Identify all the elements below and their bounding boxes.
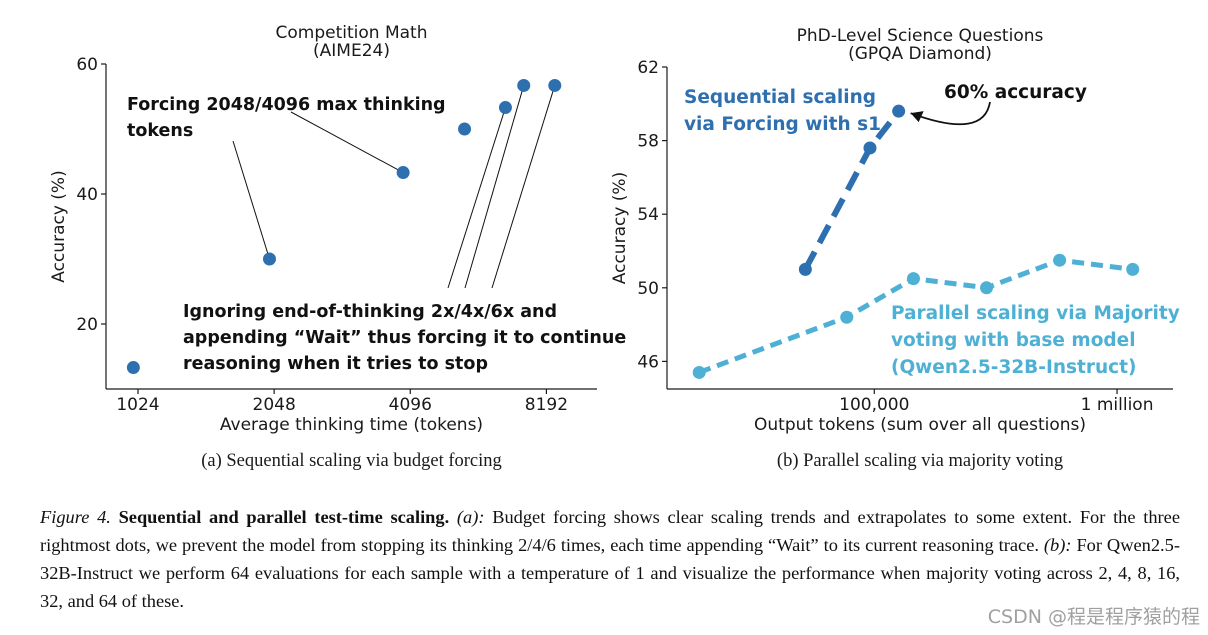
chart-a-data-point <box>262 252 276 266</box>
chart-b-data-point <box>906 272 920 286</box>
chart-a-x-tick-label: 1024 <box>116 395 159 415</box>
chart-b-series-label-parallel: voting with base model <box>891 330 1136 351</box>
chart-a-annotation-wait-leader <box>464 85 525 289</box>
chart-a-data-point <box>548 78 562 92</box>
chart-a-x-tick-label: 8192 <box>525 395 568 415</box>
caption-part-a-label: (a): <box>456 507 485 527</box>
chart-b-data-point <box>892 104 906 118</box>
caption-part-b-text: For Qwen2.5-32B-Instruct we perform 64 e… <box>40 535 1180 611</box>
chart-b-series-label-sequential: via Forcing with s1 <box>684 114 881 135</box>
chart-a-data-point <box>498 101 512 115</box>
chart-b-chart-title: PhD-Level Science Questions <box>797 26 1044 46</box>
chart-b-data-point <box>798 262 812 276</box>
chart-b-x-axis-title: Output tokens (sum over all questions) <box>754 415 1086 435</box>
chart-b-subcaption: (b) Parallel scaling via majority voting <box>777 451 1063 471</box>
chart-b-data-point <box>692 365 706 379</box>
chart-a-chart-title: Competition Math <box>276 23 428 43</box>
chart-a-y-tick-label: 60 <box>76 55 98 75</box>
chart-b-data-point <box>1126 262 1140 276</box>
chart-a-annotation-wait-text: Ignoring end-of-thinking 2x/4x/6x and <box>183 302 557 322</box>
caption-part-b-label: (b): <box>1043 535 1072 555</box>
caption-figure-label: Figure 4. <box>40 507 111 527</box>
watermark-text: CSDN @程是程序猿的程 <box>987 606 1200 628</box>
chart-a-annotation-wait-leader <box>447 107 506 289</box>
chart-b-series-label-parallel: (Qwen2.5-32B-Instruct) <box>891 357 1136 378</box>
chart-b-y-tick-label: 62 <box>637 58 659 78</box>
figure-caption: Figure 4. Sequential and parallel test-t… <box>40 503 1180 615</box>
chart-b-callout-arrowhead <box>910 111 924 123</box>
chart-b-y-tick-label: 54 <box>637 205 659 225</box>
chart-b-data-point <box>1053 253 1067 267</box>
chart-b-chart-subtitle: (GPQA Diamond) <box>848 44 992 64</box>
chart-a-x-axis-title: Average thinking time (tokens) <box>220 415 483 435</box>
chart-b-data-point <box>863 141 877 155</box>
chart-b-callout-text: 60% accuracy <box>944 82 1087 103</box>
chart-a-annotation-forcing-leader <box>232 140 270 260</box>
chart-b-series-line <box>698 257 1134 375</box>
chart-a: 1024 2048 4096 8192 20 40 60 Average thinking t… <box>49 23 626 471</box>
caption-part-a-text: Budget forcing shows clear scaling trend… <box>40 507 1180 555</box>
chart-a-y-tick-label: 40 <box>76 185 98 205</box>
chart-b-x-tick-label: 1 million <box>1081 395 1154 415</box>
chart-b-y-tick-label: 46 <box>637 352 659 372</box>
chart-a-annotation-wait-text: reasoning when it tries to stop <box>183 354 488 374</box>
chart-a-data-point <box>517 78 531 92</box>
chart-b-callout-arrow <box>910 101 991 126</box>
chart-a-data-point <box>126 361 140 375</box>
chart-a-annotation-forcing-text: tokens <box>127 121 193 141</box>
chart-a-annotation-wait-leader <box>491 85 556 289</box>
chart-b-y-axis-title: Accuracy (%) <box>610 172 630 284</box>
chart-a-y-axis-title: Accuracy (%) <box>49 170 69 282</box>
chart-a-x-tick-label: 4096 <box>389 395 432 415</box>
chart-a-chart-subtitle: (AIME24) <box>313 41 390 61</box>
chart-a-annotation-wait-text: appending “Wait” thus forcing it to cont… <box>183 328 626 348</box>
chart-b-data-point <box>840 310 854 324</box>
chart-b: 100,000 1 million 46 50 54 58 62 Output tokens … <box>610 26 1180 471</box>
chart-a-y-tick-label: 20 <box>76 315 98 335</box>
chart-b-x-tick-label: 100,000 <box>839 395 909 415</box>
chart-b-y-tick-label: 50 <box>637 279 659 299</box>
chart-a-annotation-forcing-text: Forcing 2048/4096 max thinking <box>127 95 446 115</box>
chart-b-data-point <box>980 281 994 295</box>
chart-b-y-tick-label: 58 <box>637 132 659 152</box>
chart-b-series-label-parallel: Parallel scaling via Majority <box>891 303 1180 324</box>
chart-b-series-label-sequential: Sequential scaling <box>684 87 876 108</box>
chart-a-data-point <box>458 122 472 136</box>
chart-a-annotation-forcing-leader <box>290 111 404 173</box>
chart-a-x-tick-label: 2048 <box>253 395 296 415</box>
caption-title: Sequential and parallel test-time scalin… <box>118 507 450 527</box>
chart-a-subcaption: (a) Sequential scaling via budget forcin… <box>201 451 502 471</box>
chart-a-data-point <box>396 166 410 180</box>
